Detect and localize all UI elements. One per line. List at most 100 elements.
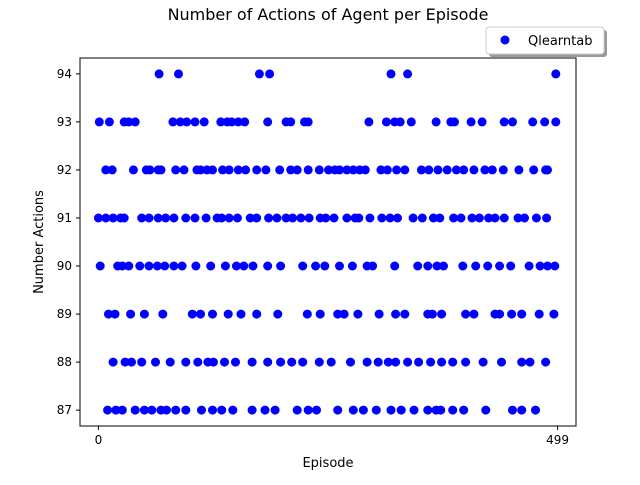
data-point [442, 165, 452, 175]
data-point [286, 117, 296, 127]
data-point [232, 213, 242, 223]
data-point [227, 117, 237, 127]
data-point [272, 213, 282, 223]
data-point [292, 405, 302, 415]
data-point [333, 309, 343, 319]
data-point [469, 165, 479, 175]
data-point [428, 213, 438, 223]
data-point [208, 309, 217, 319]
data-point [182, 117, 192, 127]
data-point [377, 213, 387, 223]
data-point [126, 309, 136, 319]
data-point [275, 165, 285, 175]
data-point [535, 261, 545, 271]
data-point [264, 213, 274, 223]
data-point [391, 357, 401, 367]
data-point [478, 357, 488, 367]
data-point [385, 213, 395, 223]
y-ticks: 87 88 89 90 91 92 93 94 [57, 67, 80, 417]
data-point [206, 261, 216, 271]
data-point [153, 213, 163, 223]
data-point [386, 69, 396, 79]
data-point [187, 309, 197, 319]
x-tick-label: 499 [546, 433, 569, 447]
data-point [104, 117, 114, 127]
data-point [224, 165, 234, 175]
data-point [437, 309, 447, 319]
y-tick-label: 92 [57, 163, 72, 177]
data-point [208, 405, 217, 415]
data-point [517, 357, 527, 367]
data-point [252, 165, 262, 175]
data-point [381, 117, 391, 127]
data-point [396, 405, 406, 415]
data-point [427, 309, 437, 319]
data-point [542, 213, 552, 223]
data-point [139, 309, 149, 319]
data-point [296, 213, 306, 223]
data-point [160, 261, 170, 271]
y-tick-label: 87 [57, 403, 72, 417]
data-point [165, 357, 175, 367]
data-point [298, 357, 308, 367]
data-point [376, 165, 386, 175]
data-point [449, 213, 459, 223]
data-point [197, 405, 206, 415]
data-point [461, 357, 471, 367]
data-point [199, 117, 209, 127]
data-point [360, 165, 370, 175]
data-point [128, 165, 138, 175]
data-point [326, 357, 336, 367]
data-point [162, 405, 171, 415]
data-point [362, 357, 372, 367]
data-point [218, 165, 228, 175]
data-point [529, 165, 539, 175]
data-point [145, 165, 155, 175]
data-point [193, 357, 203, 367]
data-point [408, 213, 418, 223]
data-point [371, 405, 381, 415]
data-point [231, 261, 241, 271]
data-point [400, 165, 410, 175]
data-point [481, 405, 491, 415]
data-point [520, 213, 529, 223]
data-point [395, 117, 405, 127]
data-point [151, 357, 160, 367]
data-point [233, 117, 243, 127]
data-point [423, 405, 433, 415]
data-point [324, 165, 333, 175]
data-point [130, 405, 140, 415]
data-point [403, 357, 413, 367]
legend-box [485, 26, 605, 55]
data-point [484, 213, 494, 223]
x-ticks: 0 499 [95, 426, 569, 447]
legend-marker [500, 35, 510, 45]
data-point [201, 213, 211, 223]
data-point [127, 357, 136, 367]
data-point [495, 261, 505, 271]
data-point [416, 165, 426, 175]
data-point [433, 165, 443, 175]
data-point [247, 357, 257, 367]
data-point [483, 261, 493, 271]
data-point [348, 165, 358, 175]
data-point [424, 165, 434, 175]
y-tick-label: 89 [57, 307, 72, 321]
legend-label: Qlearntab [528, 34, 592, 49]
data-point [339, 309, 349, 319]
data-point [490, 213, 500, 223]
data-point [263, 261, 273, 271]
data-point [154, 69, 164, 79]
data-point [383, 357, 393, 367]
data-point [276, 261, 286, 271]
data-point [497, 357, 506, 367]
data-point [474, 213, 484, 223]
data-point [304, 213, 314, 223]
data-point [461, 309, 471, 319]
axes-frame [79, 57, 577, 427]
data-point [456, 213, 466, 223]
data-point [303, 165, 313, 175]
data-point [358, 405, 368, 415]
data-point [333, 405, 343, 415]
